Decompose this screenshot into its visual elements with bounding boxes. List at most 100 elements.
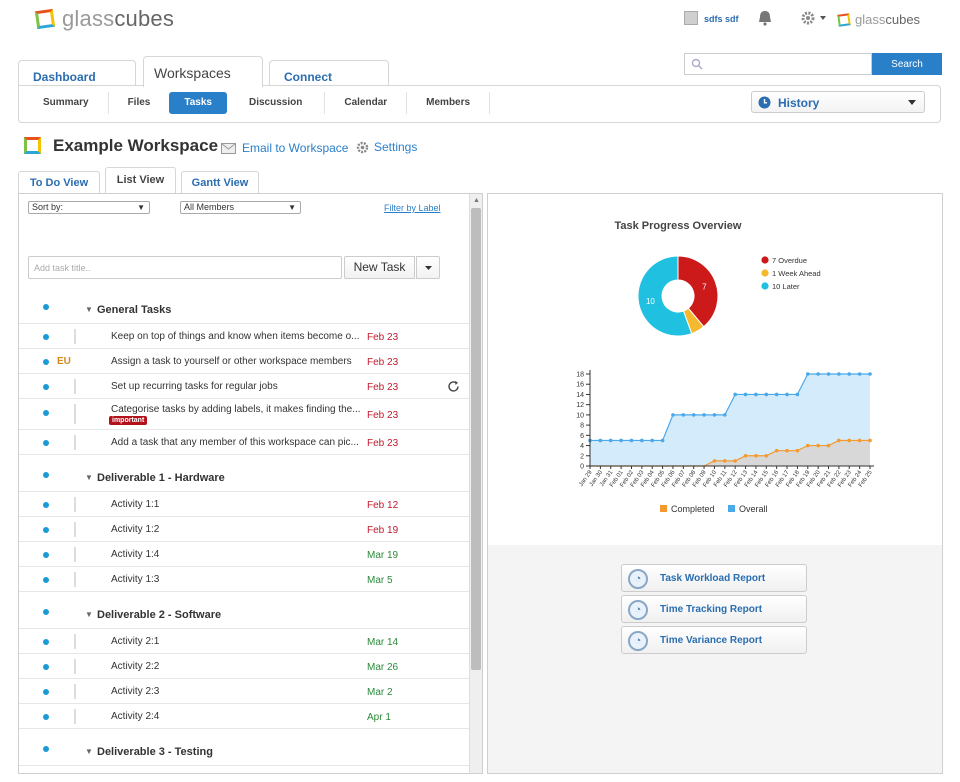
task-due-date: Mar 19	[367, 550, 399, 561]
task-workload-report-button[interactable]: ◔ Task Workload Report	[621, 564, 807, 592]
overall-point	[629, 438, 634, 443]
user-name[interactable]: sdfs sdf	[704, 14, 739, 24]
important-label-badge[interactable]: important	[109, 416, 148, 425]
completed-point	[857, 438, 862, 443]
task-title[interactable]: Keep on top of things and know when item…	[111, 331, 360, 342]
triangle-down-icon: ▼	[85, 473, 93, 482]
task-row[interactable]: Activity 2:4 Apr 1	[19, 704, 469, 729]
tab-to-do-view[interactable]: To Do View	[18, 171, 100, 193]
tab-gantt-view[interactable]: Gantt View	[181, 171, 259, 193]
members-select[interactable]: All Members ▼	[180, 201, 301, 214]
legend-label: Overall	[739, 504, 768, 514]
overall-point	[785, 392, 789, 397]
user-avatar[interactable]	[684, 11, 698, 25]
filter-by-label-link[interactable]: Filter by Label	[384, 203, 441, 213]
search-button[interactable]: Search	[872, 53, 942, 75]
task-title[interactable]: Assign a task to yourself or other works…	[111, 356, 352, 367]
task-title[interactable]: Categorise tasks by adding labels, it ma…	[111, 404, 361, 415]
task-row[interactable]: Activity 2:3 Mar 2	[19, 679, 469, 704]
new-task-title-input[interactable]: Add task title..	[28, 256, 342, 279]
tab-workspaces[interactable]: Workspaces	[143, 56, 263, 87]
chart-area	[488, 194, 942, 545]
task-row[interactable]: Activity 1:4 Mar 19	[19, 542, 469, 567]
legend-marker	[728, 505, 735, 512]
time-variance-report-button[interactable]: ◔ Time Variance Report	[621, 626, 807, 654]
triangle-down-icon: ▼	[85, 747, 93, 756]
chevron-down-icon	[425, 266, 432, 270]
status-dot	[43, 552, 49, 558]
scrollbar-track[interactable]: ▲	[469, 194, 482, 773]
overall-point	[868, 372, 872, 376]
y-tick-label: 10	[576, 412, 584, 419]
history-dropdown[interactable]: History	[751, 91, 925, 113]
scroll-up-arrow[interactable]: ▲	[473, 197, 480, 204]
assignee-bar	[74, 379, 76, 394]
email-to-workspace-link[interactable]: Email to Workspace	[221, 141, 348, 155]
tab-connect[interactable]: Connect	[269, 60, 389, 86]
completed-point	[743, 453, 748, 458]
task-row[interactable]: Keep on top of things and know when item…	[19, 324, 469, 349]
group-header-deliverable-3[interactable]: ▼ Deliverable 3 - Testing	[19, 740, 469, 766]
assignee-bar	[74, 572, 76, 587]
new-task-options-button[interactable]	[416, 256, 440, 279]
overall-point	[650, 438, 655, 443]
logo-square-small-icon	[837, 13, 851, 27]
task-title[interactable]: Activity 2:3	[111, 686, 160, 697]
status-dot	[43, 502, 49, 508]
task-title[interactable]: Set up recurring tasks for regular jobs	[111, 381, 278, 392]
subnav-files[interactable]: Files	[127, 97, 151, 108]
search-input[interactable]	[684, 53, 872, 75]
subnav-summary[interactable]: Summary	[24, 92, 109, 114]
task-row[interactable]: Add a task that any member of this works…	[19, 430, 469, 455]
new-task-button[interactable]: New Task	[344, 256, 415, 279]
overall-point	[702, 413, 706, 417]
y-tick-label: 6	[580, 433, 584, 440]
group-header-deliverable-1[interactable]: ▼ Deliverable 1 - Hardware	[19, 466, 469, 492]
task-row[interactable]: Activity 1:1 Feb 12	[19, 492, 469, 517]
task-title[interactable]: Activity 1:1	[111, 499, 160, 510]
group-header-deliverable-2[interactable]: ▼ Deliverable 2 - Software	[19, 603, 469, 629]
overall-point	[608, 438, 613, 443]
task-row[interactable]: Activity 2:2 Mar 26	[19, 654, 469, 679]
legend-marker	[761, 269, 769, 277]
pie-slice	[677, 255, 719, 328]
task-row[interactable]: EU Assign a task to yourself or other wor…	[19, 349, 469, 374]
task-title[interactable]: Activity 1:3	[111, 574, 160, 585]
task-title[interactable]: Activity 1:2	[111, 524, 160, 535]
tab-list-view[interactable]: List View	[105, 167, 176, 193]
subnav-calendar[interactable]: Calendar	[325, 92, 408, 114]
sort-by-label: Sort by:	[32, 202, 64, 212]
time-tracking-report-button[interactable]: ◔ Time Tracking Report	[621, 595, 807, 623]
group-header-general-tasks[interactable]: ▼ General Tasks	[19, 298, 469, 324]
workspace-settings-link[interactable]: Settings	[356, 140, 417, 154]
task-row[interactable]: Categorise tasks by adding labels, it ma…	[19, 399, 469, 430]
task-row[interactable]: Set up recurring tasks for regular jobs F…	[19, 374, 469, 399]
y-tick-label: 8	[580, 423, 584, 430]
task-row[interactable]: Activity 1:3 Mar 5	[19, 567, 469, 592]
task-row[interactable]: Activity 2:1 Mar 14	[19, 629, 469, 654]
task-title[interactable]: Activity 2:1	[111, 636, 160, 647]
scrollbar-thumb[interactable]	[471, 208, 481, 670]
email-to-workspace-label: Email to Workspace	[242, 141, 349, 155]
subnav-discussion[interactable]: Discussion	[227, 92, 326, 114]
completed-point	[847, 438, 852, 443]
group-title: Deliverable 3 - Testing	[97, 746, 213, 758]
task-title[interactable]: Activity 2:4	[111, 711, 160, 722]
task-title[interactable]: Activity 2:2	[111, 661, 160, 672]
overall-point	[671, 413, 675, 417]
group-title: Deliverable 2 - Software	[97, 609, 222, 621]
task-title[interactable]: Activity 1:4	[111, 549, 160, 560]
status-dot	[43, 714, 49, 720]
subnav-tasks[interactable]: Tasks	[169, 92, 227, 114]
sort-by-select[interactable]: Sort by: ▼	[28, 201, 150, 214]
settings-gear-icon[interactable]	[800, 10, 828, 26]
tab-dashboard[interactable]: Dashboard	[18, 60, 136, 86]
task-row[interactable]: Activity 1:2 Feb 19	[19, 517, 469, 542]
task-title[interactable]: Add a task that any member of this works…	[111, 437, 359, 448]
notifications-icon[interactable]	[758, 10, 772, 26]
completed-point	[723, 459, 727, 463]
overall-area	[590, 374, 870, 466]
assignee-bar	[74, 435, 76, 450]
chart-title: Task Progress Overview	[615, 220, 742, 232]
subnav-members[interactable]: Members	[407, 92, 491, 114]
